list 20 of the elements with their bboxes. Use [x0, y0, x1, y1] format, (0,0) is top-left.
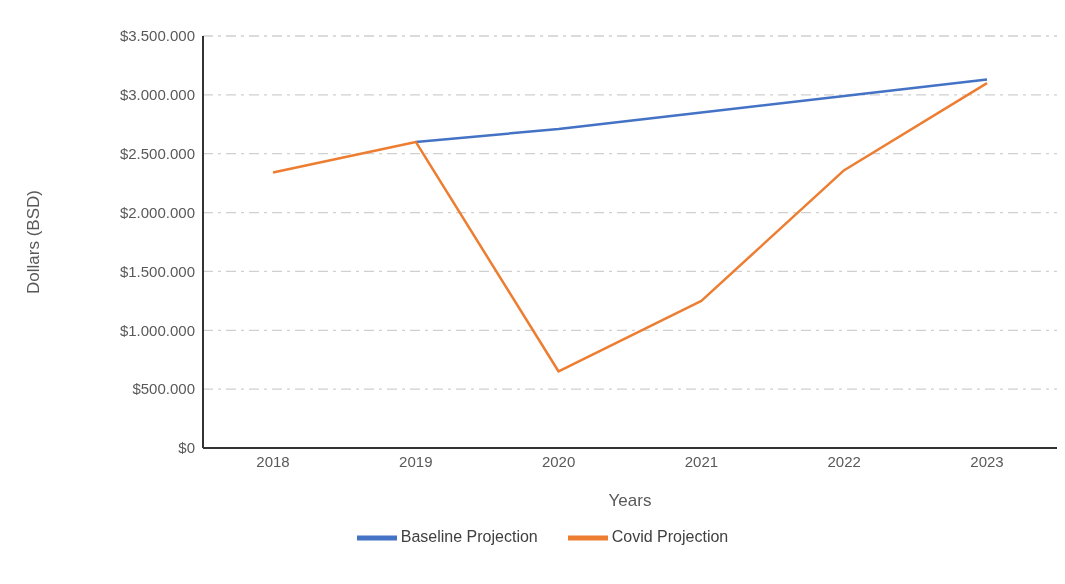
x-tick-label: 2019 — [399, 452, 433, 470]
line-series — [414, 78, 989, 144]
x-tick-label: 2018 — [256, 452, 290, 470]
line-series — [271, 81, 989, 373]
y-tick-label: $500.000 — [132, 380, 195, 398]
y-tick-label: $2.000.000 — [119, 203, 195, 221]
y-tick-label: $3.500.000 — [119, 27, 195, 45]
x-tick-label: 2021 — [684, 452, 719, 470]
x-axis-title: Years — [608, 491, 652, 510]
y-tick-label: $1.500.000 — [119, 262, 195, 280]
x-tick-label: 2023 — [970, 452, 1004, 470]
y-tick-label: $2.500.000 — [119, 145, 195, 163]
y-axis-title: Dollars (BSD) — [24, 190, 44, 294]
x-tick-label: 2022 — [827, 452, 861, 470]
legend-label: Baseline Projection — [400, 528, 538, 546]
y-tick-label: $1.000.000 — [119, 321, 195, 339]
y-tick-label: $3.000.000 — [119, 86, 195, 104]
x-tick-label: 2020 — [541, 452, 576, 470]
y-tick-label: $0 — [178, 439, 195, 457]
legend-label: Covid Projection — [611, 528, 729, 546]
